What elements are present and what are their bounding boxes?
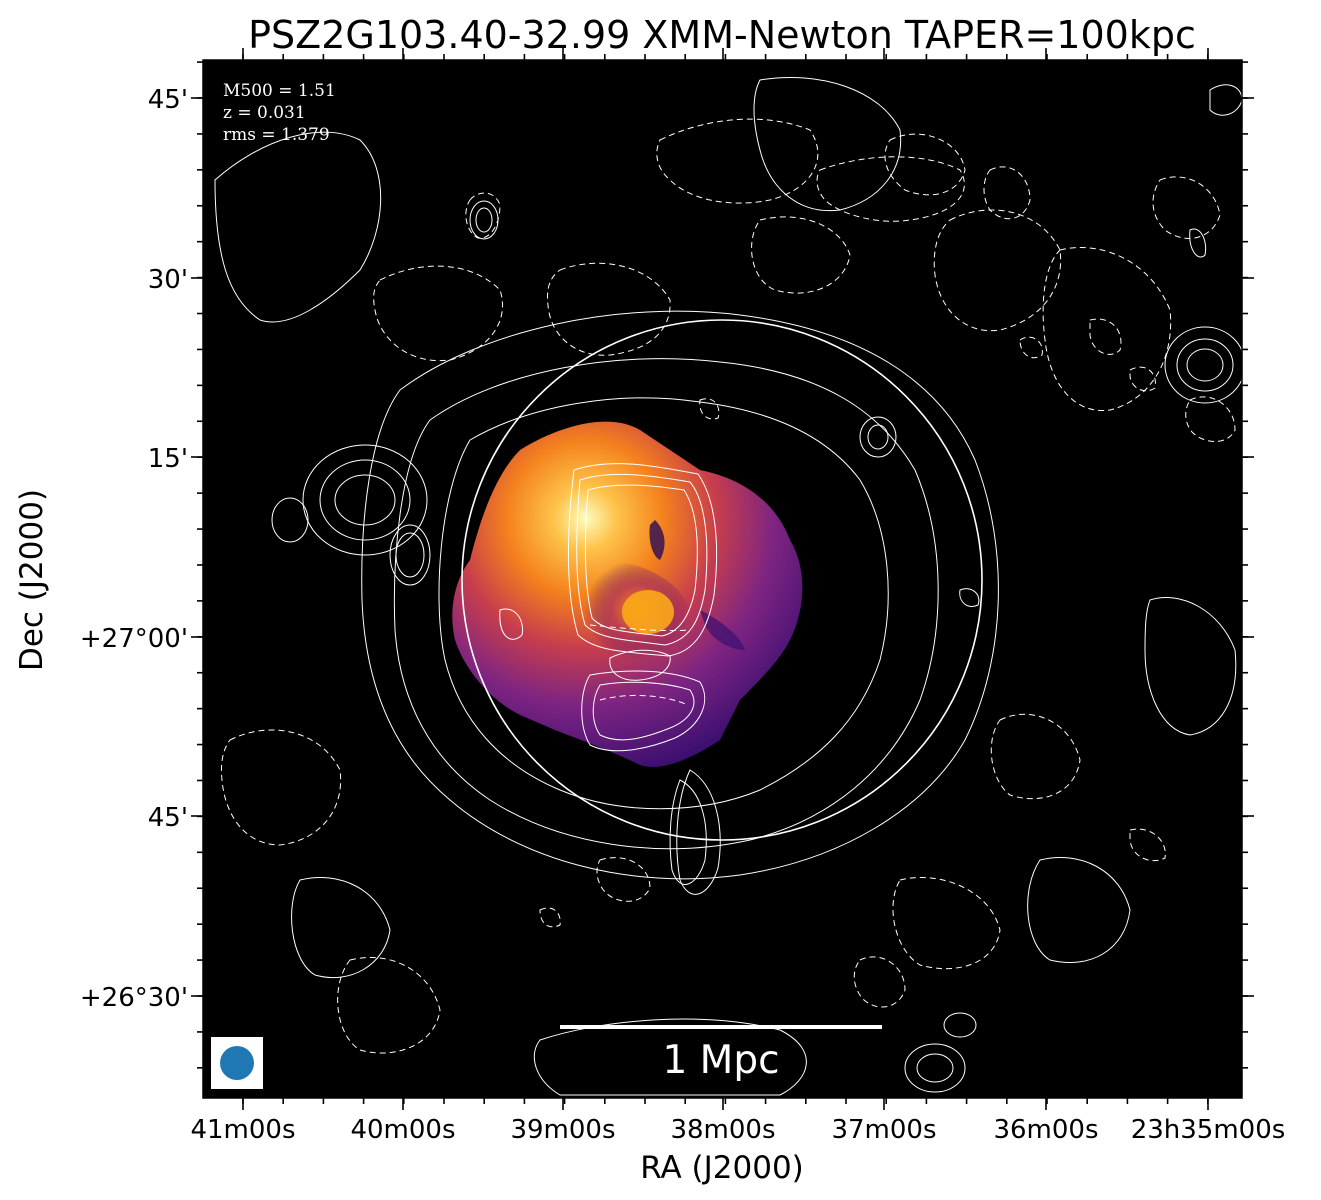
y-tick-label: +26°30'	[80, 983, 188, 1013]
y-tick-label: 45'	[148, 803, 188, 833]
x-tick-label: 40m00s	[350, 1115, 455, 1145]
y-tick-labels: 45' 30' 15' +27°00' 45' +26°30'	[80, 85, 188, 1013]
x-tick-label: 36m00s	[993, 1115, 1098, 1145]
info-rms: rms = 1.379	[223, 125, 330, 145]
y-tick-label: 30'	[148, 265, 188, 295]
y-axis-label: Dec (J2000)	[14, 489, 50, 671]
r500-circle	[461, 319, 983, 841]
x-axis-label: RA (J2000)	[640, 1150, 804, 1186]
tick-marks	[191, 48, 1254, 1110]
y-tick-label: 45'	[148, 85, 188, 115]
x-tick-label: 39m00s	[510, 1115, 615, 1145]
emission-dark-lane	[700, 610, 745, 650]
x-tick-label: 37m00s	[831, 1115, 936, 1145]
y-tick-label: 15'	[148, 444, 188, 474]
x-tick-label: 23h35m00s	[1131, 1115, 1286, 1145]
y-tick-label: +27°00'	[80, 624, 188, 654]
image-content: 1 Mpc M500 = 1.51 z = 0.031 rms = 1.379	[211, 76, 1242, 1096]
beam-ellipse	[220, 1046, 254, 1080]
info-m500: M500 = 1.51	[223, 81, 336, 101]
emission-hotspot	[622, 590, 674, 634]
plot-title: PSZ2G103.40-32.99 XMM-Newton TAPER=100kp…	[248, 13, 1196, 57]
x-tick-labels: 41m00s 40m00s 39m00s 38m00s 37m00s 36m00…	[190, 1115, 1285, 1145]
info-redshift: z = 0.031	[223, 103, 306, 123]
contours-solid	[214, 76, 1242, 1096]
x-tick-label: 38m00s	[670, 1115, 775, 1145]
x-tick-label: 41m00s	[190, 1115, 295, 1145]
contours-dashed	[221, 118, 1236, 1054]
scale-bar-label: 1 Mpc	[662, 1038, 779, 1083]
emission-dark-lane	[649, 520, 665, 560]
image-panel: 1 Mpc M500 = 1.51 z = 0.031 rms = 1.379	[202, 59, 1243, 1099]
